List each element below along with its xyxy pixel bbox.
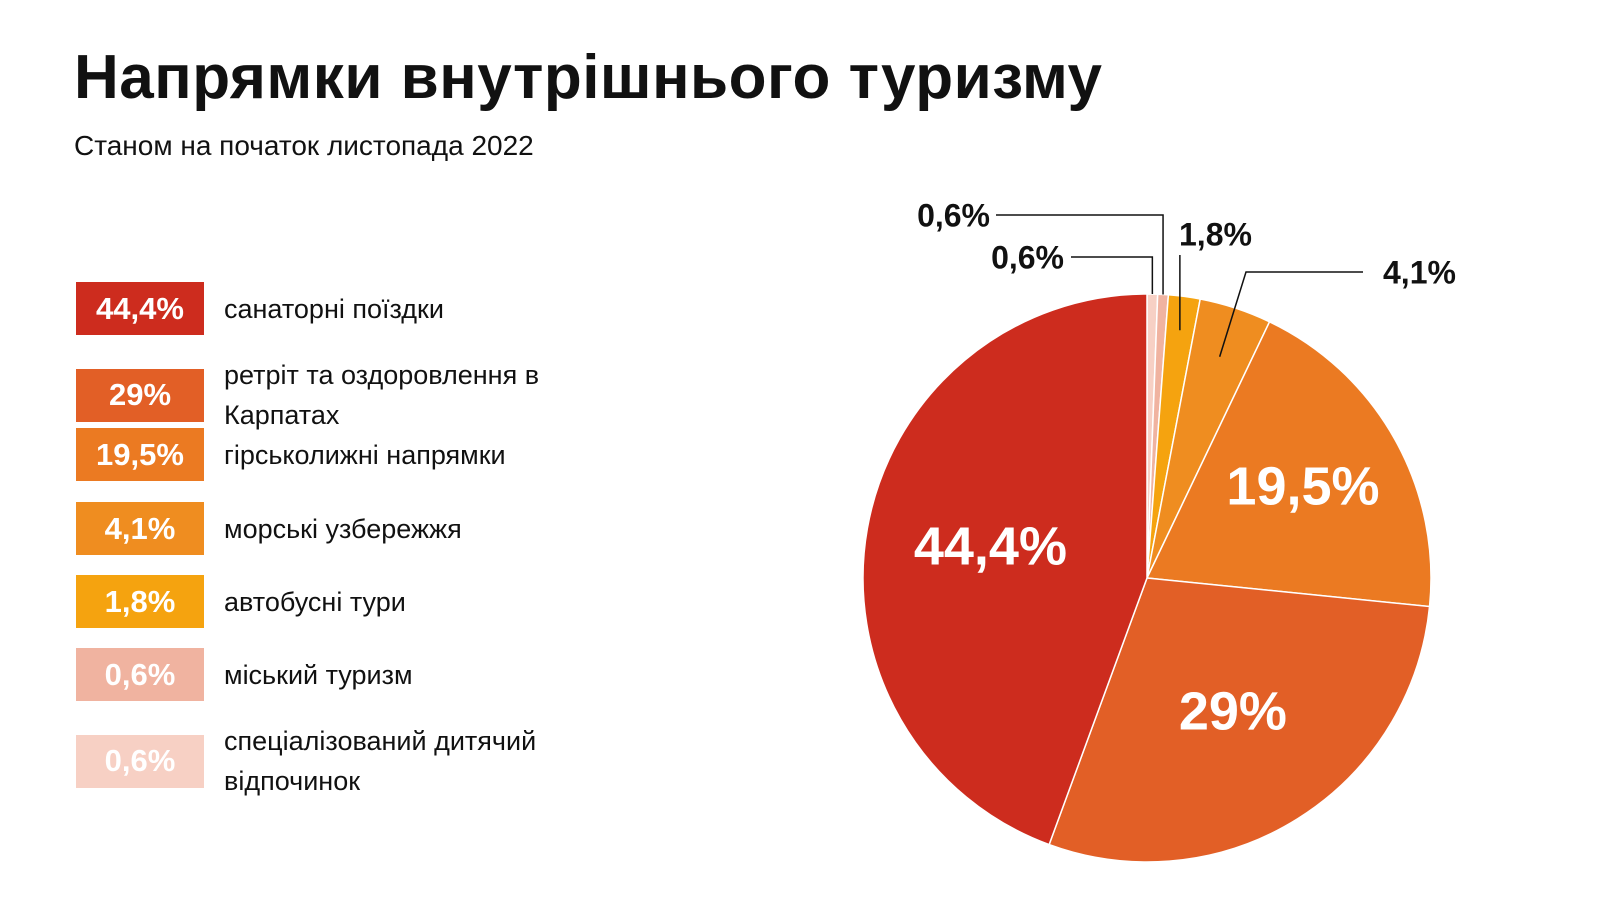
- leader-line: [1218, 271, 1363, 357]
- legend-swatch: 29%: [76, 368, 204, 422]
- leader-line: [1071, 256, 1154, 295]
- slice-labels: 44,4% 29% 19,5% 4,1% 1,8% 0,6%0,6%: [914, 197, 1456, 741]
- slice-label: 4,1%: [1383, 254, 1456, 290]
- legend-swatch: 0,6%: [76, 648, 204, 701]
- slice-label: 1,8%: [1179, 216, 1252, 252]
- legend-label: ретріт та оздоровлення в Карпатах: [224, 360, 540, 430]
- legend-item: 0,6% міський туризм: [76, 648, 624, 701]
- legend-label: санаторні поїздки: [224, 293, 444, 324]
- slice-label: 19,5%: [1226, 457, 1379, 517]
- legend-label: спеціалізований дитячий відпочинок: [224, 726, 537, 796]
- pie-slice: [1145, 320, 1432, 608]
- leader-line: [996, 214, 1164, 295]
- legend-swatch: 19,5%: [76, 428, 204, 481]
- pie-slices: [862, 293, 1432, 863]
- legend-label: морські узбережжя: [224, 513, 462, 544]
- legend-item: 4,1% морські узбережжя: [76, 502, 624, 555]
- legend-swatch: 4,1%: [76, 502, 204, 555]
- legend-item: 44,4% санаторні поїздки: [76, 282, 624, 335]
- chart-subtitle: Станом на початок листопада 2022: [74, 130, 534, 161]
- legend: 44,4% санаторні поїздки 29% ретріт та оз…: [76, 0, 716, 900]
- legend-swatch: 44,4%: [76, 282, 204, 335]
- slice-label: 29%: [1179, 681, 1287, 741]
- pie-slice: [1048, 577, 1431, 863]
- legend-swatch: 0,6%: [76, 734, 204, 788]
- slice-label: 0,6%: [991, 239, 1064, 275]
- slice-label: 0,6%: [917, 197, 990, 233]
- legend-item: 0,6% спеціалізований дитячий відпочинок: [76, 721, 544, 801]
- slice-label: 44,4%: [914, 516, 1067, 576]
- pie-slice: [862, 293, 1148, 846]
- legend-item: 29% ретріт та оздоровлення в Карпатах: [76, 355, 604, 435]
- leader-lines: [996, 214, 1363, 357]
- legend-label: автобусні тури: [224, 586, 406, 617]
- legend-item: 19,5% гірськолижні напрямки: [76, 428, 624, 481]
- legend-label: міський туризм: [224, 659, 413, 690]
- chart-title: Напрямки внутрішнього туризму: [74, 43, 1103, 112]
- legend-label: гірськолижні напрямки: [224, 439, 506, 470]
- legend-swatch: 1,8%: [76, 575, 204, 628]
- legend-item: 1,8% автобусні тури: [76, 575, 624, 628]
